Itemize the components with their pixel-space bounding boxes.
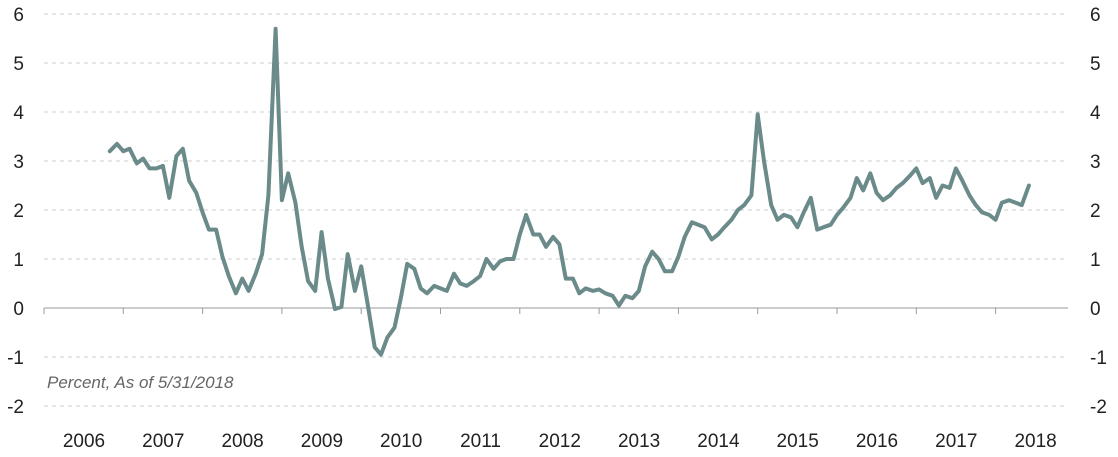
y-tick-label-left: 5 <box>13 54 24 75</box>
x-tick-label-2007: 2007 <box>142 431 184 452</box>
y-tick-label-left: 1 <box>13 250 24 271</box>
y-tick-label-left: 6 <box>13 5 24 26</box>
y-tick-label-right: 5 <box>1090 54 1101 75</box>
x-axis-labels: 2006 2007 2008 2009 2010 2011 2012 2013 2014 2015… <box>63 431 1057 452</box>
y-axis-right: -2 -1 0 1 2 3 4 5 6 <box>1090 5 1107 418</box>
y-tick-label-right: 1 <box>1090 250 1101 271</box>
y-tick-label-right: 6 <box>1090 5 1101 26</box>
x-tick-label-2015: 2015 <box>777 431 819 452</box>
x-tick-label-2009: 2009 <box>301 431 343 452</box>
x-tick-label-2012: 2012 <box>539 431 581 452</box>
x-tick-label-2008: 2008 <box>221 431 263 452</box>
chart-note: Percent, As of 5/31/2018 <box>47 373 234 392</box>
x-tick-label-2016: 2016 <box>856 431 898 452</box>
y-tick-label-right: 3 <box>1090 152 1101 173</box>
y-tick-label-left: 3 <box>13 152 24 173</box>
gridlines <box>44 13 1068 407</box>
y-axis-left: -2 -1 0 1 2 3 4 5 6 <box>7 5 24 418</box>
x-axis <box>43 307 1068 314</box>
x-tick-label-2013: 2013 <box>618 431 660 452</box>
y-tick-label-right: 2 <box>1090 201 1101 222</box>
x-tick-label-2018: 2018 <box>1014 431 1056 452</box>
y-tick-label-left: 2 <box>13 201 24 222</box>
y-tick-label-left: -2 <box>7 397 24 418</box>
series-line-0 <box>107 26 1031 357</box>
x-tick-label-2014: 2014 <box>697 431 740 452</box>
y-tick-label-left: 4 <box>13 103 24 124</box>
series-layer <box>107 26 1031 357</box>
y-tick-label-right: 4 <box>1090 103 1101 124</box>
x-tick-label-2010: 2010 <box>380 431 422 452</box>
y-tick-label-left: -1 <box>7 348 24 369</box>
y-tick-label-right: -2 <box>1090 397 1107 418</box>
y-tick-label-right: -1 <box>1090 348 1107 369</box>
x-tick-label-2017: 2017 <box>935 431 977 452</box>
y-tick-label-right: 0 <box>1090 299 1101 320</box>
x-tick-label-2011: 2011 <box>460 431 501 452</box>
y-tick-label-left: 0 <box>13 299 24 320</box>
x-tick-label-2006: 2006 <box>63 431 105 452</box>
